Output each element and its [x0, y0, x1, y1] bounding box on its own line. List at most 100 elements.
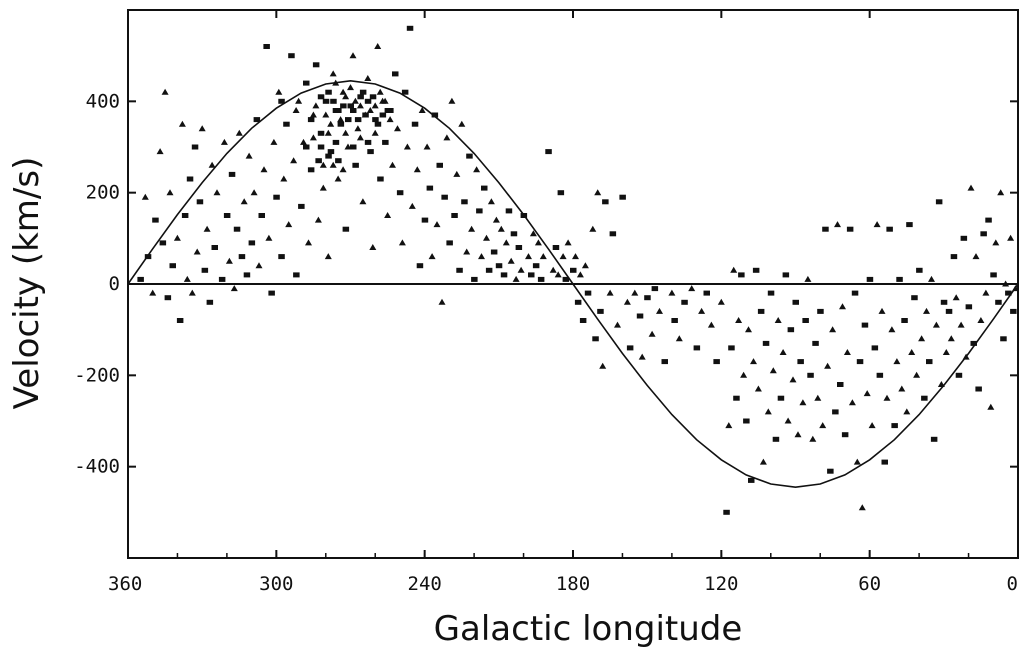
data-point [382, 139, 389, 145]
data-point [354, 125, 362, 132]
data-point [987, 403, 995, 410]
x-tick-label: 0 [1007, 573, 1018, 595]
data-point [458, 120, 466, 127]
y-tick-label: -200 [74, 364, 120, 386]
data-point [923, 307, 930, 314]
data-point [827, 468, 834, 474]
data-point [396, 190, 404, 196]
data-point [906, 222, 913, 228]
data-point [159, 240, 167, 246]
data-point [169, 263, 176, 269]
data-point [636, 313, 644, 319]
data-point [534, 239, 542, 246]
data-point [703, 290, 710, 296]
data-point [372, 117, 379, 123]
data-point [754, 385, 762, 392]
data-point [545, 149, 552, 155]
data-point [322, 111, 330, 118]
data-point [203, 225, 211, 232]
data-point [228, 171, 236, 177]
data-point [278, 254, 285, 260]
data-point [374, 43, 382, 49]
data-point [935, 199, 943, 205]
data-point [846, 226, 854, 232]
data-point [322, 98, 330, 104]
data-point [782, 272, 790, 278]
data-point [631, 289, 639, 296]
data-point [309, 134, 317, 141]
data-point [965, 304, 973, 310]
data-point [602, 199, 609, 205]
data-point [381, 97, 389, 104]
data-point [967, 184, 975, 191]
data-point [962, 353, 970, 360]
data-point [576, 271, 584, 278]
data-point [288, 53, 295, 59]
data-point [977, 317, 985, 323]
data-point [619, 194, 626, 200]
data-point [893, 358, 901, 365]
data-point [990, 272, 997, 278]
data-point [356, 102, 364, 109]
data-point [325, 89, 332, 95]
data-point [562, 276, 570, 282]
data-point [787, 327, 795, 333]
data-point [757, 308, 765, 314]
data-point [164, 295, 172, 301]
data-point [476, 208, 483, 214]
data-point [392, 71, 399, 77]
data-point [651, 286, 659, 292]
data-point [303, 144, 310, 150]
data-point [183, 275, 191, 282]
data-point [438, 298, 446, 305]
data-point [324, 253, 332, 260]
data-point [332, 79, 340, 86]
y-tick-label: 400 [86, 90, 120, 112]
data-point [579, 318, 587, 323]
data-point [211, 245, 218, 250]
data-point [723, 509, 730, 515]
data-point [945, 308, 953, 314]
data-point [515, 245, 523, 250]
data-point [193, 248, 201, 255]
data-point [248, 240, 256, 246]
data-point [314, 216, 322, 223]
data-point [789, 376, 797, 383]
data-point [352, 162, 359, 168]
data-point [735, 317, 743, 323]
data-point [957, 321, 965, 328]
data-point [188, 289, 196, 296]
data-point [335, 158, 342, 164]
data-point [161, 88, 169, 95]
data-point [767, 290, 775, 296]
data-point [564, 239, 572, 246]
data-point [584, 290, 592, 296]
data-point [834, 221, 841, 228]
data-point [441, 194, 448, 200]
data-point [307, 117, 315, 123]
data-point [337, 116, 345, 123]
data-point [448, 97, 456, 104]
y-axis-title: Velocity (km/s) [7, 157, 47, 410]
data-point [903, 408, 911, 415]
data-point [292, 107, 300, 113]
data-point [743, 418, 750, 424]
data-point [589, 225, 597, 232]
data-point [339, 166, 347, 173]
data-point [384, 108, 392, 113]
data-point [985, 217, 992, 223]
data-point [762, 340, 770, 346]
data-point [350, 108, 357, 113]
data-point [347, 84, 354, 91]
data-point [487, 198, 495, 205]
data-point [928, 275, 935, 282]
data-point [937, 381, 945, 387]
data-point [512, 275, 520, 282]
data-point [446, 240, 453, 246]
data-point [738, 272, 745, 278]
data-point [532, 263, 540, 269]
data-point [330, 98, 337, 104]
data-point [520, 213, 528, 218]
data-point [918, 335, 926, 342]
